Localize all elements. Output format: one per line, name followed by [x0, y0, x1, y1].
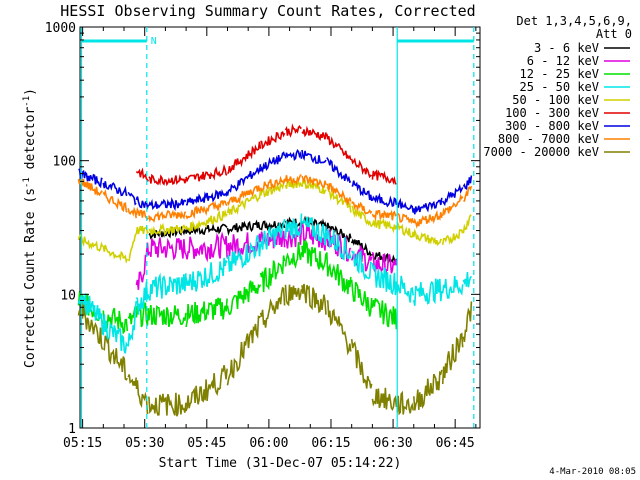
- legend-header-line2: Att 0: [596, 27, 632, 41]
- legend-label: 7000 - 20000 keV: [483, 145, 599, 159]
- legend-label: 300 - 800 keV: [505, 119, 599, 133]
- series-line-4: [77, 177, 472, 264]
- x-tick-label: 05:45: [187, 436, 226, 451]
- x-tick-label: 06:45: [436, 436, 475, 451]
- night-annotation: N: [151, 36, 157, 47]
- series-line-8: [77, 283, 473, 417]
- legend-header-line1: Det 1,3,4,5,6,9,: [516, 14, 632, 28]
- y-tick-label: 100: [53, 155, 76, 170]
- y-axis-label-mid: detector: [23, 107, 38, 178]
- y-axis-label-sup1: -1: [22, 177, 32, 188]
- y-axis: 1 10 100 1000: [45, 21, 480, 437]
- y-tick-label: 1: [68, 422, 76, 437]
- y-axis-label: Corrected Count Rate (s-1 detector-1): [22, 88, 38, 368]
- x-tick-label: 06:30: [374, 436, 413, 451]
- series-line-7: [77, 174, 473, 229]
- x-axis-label: Start Time (31-Dec-07 05:14:22): [159, 456, 402, 471]
- y-tick-label: 10: [60, 288, 76, 303]
- legend-label: 12 - 25 keV: [520, 67, 599, 81]
- series-line-5: [135, 123, 397, 187]
- x-tick-label: 06:00: [249, 436, 288, 451]
- y-axis-label-main: Corrected Count Rate (s: [23, 188, 38, 368]
- legend-label: 6 - 12 keV: [527, 54, 599, 68]
- x-tick-label: 06:15: [311, 436, 350, 451]
- series-layer: [77, 123, 473, 417]
- y-axis-label-end: ): [23, 88, 38, 96]
- print-timestamp: 4-Mar-2010 08:05: [549, 467, 636, 477]
- overlay-layer: N: [80, 27, 475, 428]
- x-tick-label: 05:30: [125, 436, 164, 451]
- chart-title: HESSI Observing Summary Count Rates, Cor…: [60, 2, 475, 20]
- y-tick-label: 1000: [45, 21, 76, 36]
- legend-label: 100 - 300 keV: [505, 106, 599, 120]
- x-axis: 05:15 05:30 05:45 06:00 06:15 06:30 06:45: [63, 27, 477, 451]
- series-line-3: [77, 213, 473, 354]
- x-tick-label: 05:15: [63, 436, 102, 451]
- legend-label: 50 - 100 keV: [512, 93, 599, 107]
- series-line-6: [78, 148, 473, 215]
- legend-label: 800 - 7000 keV: [498, 132, 599, 146]
- legend-label: 3 - 6 keV: [534, 41, 599, 55]
- y-axis-label-sup2: -1: [22, 96, 32, 107]
- plot-frame: [79, 26, 481, 429]
- legend-label: 25 - 50 keV: [520, 80, 599, 94]
